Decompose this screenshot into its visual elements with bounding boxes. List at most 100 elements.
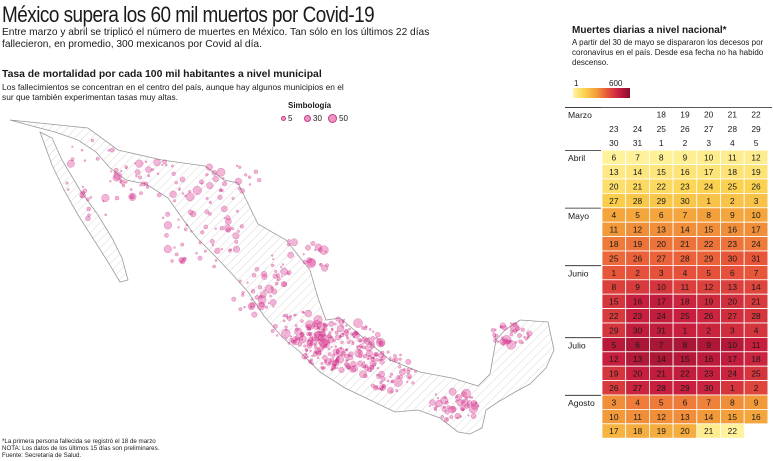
municipality-dot <box>434 393 438 396</box>
municipality-dot <box>114 195 120 201</box>
day-label: 16 <box>633 297 643 307</box>
municipality-dot <box>134 169 141 175</box>
municipality-dot <box>211 243 215 247</box>
day-label: 3 <box>730 325 735 335</box>
municipality-dot <box>297 342 302 347</box>
municipality-dot <box>398 362 401 365</box>
day-label: 20 <box>609 181 619 191</box>
municipality-dot <box>214 227 217 230</box>
municipality-dot <box>289 335 292 338</box>
municipality-dot <box>257 295 267 304</box>
municipality-dot <box>83 159 87 162</box>
municipality-dot <box>388 358 392 362</box>
municipality-dot <box>124 180 128 184</box>
day-label: 9 <box>706 340 711 350</box>
municipality-dot <box>334 330 339 335</box>
municipality-dot <box>371 383 376 388</box>
municipality-dot <box>223 217 226 220</box>
municipality-dot <box>306 258 316 269</box>
municipality-dot <box>209 238 215 244</box>
municipality-dot <box>180 261 183 264</box>
municipality-dot <box>86 197 90 202</box>
day-label: 19 <box>609 369 619 379</box>
municipality-dot <box>314 249 317 252</box>
municipality-dot <box>247 302 256 311</box>
municipality-dot <box>178 187 181 190</box>
municipality-dot <box>499 325 503 329</box>
municipality-dot <box>276 334 279 337</box>
mexico-map <box>9 119 555 435</box>
municipality-dot <box>339 335 342 338</box>
scale-min-label: 1 <box>574 79 579 88</box>
baja-california <box>39 131 129 283</box>
municipality-dot <box>468 404 478 414</box>
municipality-dot <box>85 215 91 222</box>
day-label: 5 <box>706 268 711 278</box>
municipality-dot <box>499 322 506 329</box>
municipality-dot <box>325 263 329 268</box>
month-label: Marzo <box>568 110 592 120</box>
month-label: Mayo <box>568 211 589 221</box>
municipality-dot <box>406 370 411 375</box>
day-label: 24 <box>704 181 714 191</box>
municipality-dot <box>281 263 285 266</box>
municipality-dot <box>332 360 338 366</box>
municipality-dot <box>174 180 179 185</box>
municipality-dot <box>302 259 307 265</box>
day-label: 3 <box>659 268 664 278</box>
day-label: 13 <box>633 354 643 364</box>
municipality-dot <box>360 326 365 330</box>
municipality-dot <box>351 365 359 373</box>
municipality-dot <box>275 273 280 278</box>
municipality-dot <box>222 177 225 180</box>
day-label: 9 <box>754 397 759 407</box>
municipality-dot <box>90 138 95 143</box>
day-label: 8 <box>659 153 664 163</box>
day-label: 30 <box>728 253 738 263</box>
day-label: 10 <box>704 153 714 163</box>
municipality-dot <box>327 352 332 356</box>
page-title: México supera los 60 mil muertos por Cov… <box>2 2 375 27</box>
municipality-dot <box>354 330 357 334</box>
day-label: 28 <box>657 383 667 393</box>
municipality-dot <box>140 181 146 187</box>
municipality-dot <box>66 159 75 168</box>
municipality-dot <box>340 340 344 344</box>
day-label: 27 <box>728 311 738 321</box>
municipality-dot <box>330 335 333 339</box>
municipality-dot <box>355 333 358 336</box>
municipality-dot <box>174 252 179 257</box>
municipality-dot <box>181 192 185 195</box>
municipality-dot <box>249 301 256 308</box>
municipality-dot <box>493 338 497 343</box>
municipality-dot <box>490 327 496 333</box>
municipality-dot <box>145 166 152 173</box>
municipality-dot <box>217 194 223 200</box>
day-label: 19 <box>657 426 667 436</box>
municipality-dot <box>320 362 324 365</box>
municipality-dot <box>280 267 288 276</box>
legend-dot-small <box>281 116 286 121</box>
day-label: 16 <box>680 167 690 177</box>
municipality-dot <box>349 339 352 342</box>
municipality-dot <box>333 367 336 370</box>
day-label: 21 <box>728 109 738 119</box>
municipality-dot <box>317 338 324 345</box>
municipality-dot <box>509 332 514 337</box>
municipality-dot <box>205 196 209 200</box>
municipality-dot <box>101 193 110 202</box>
municipality-dot <box>363 374 368 379</box>
day-label: 15 <box>609 297 619 307</box>
municipality-dot <box>238 279 242 283</box>
municipality-dot <box>361 336 368 343</box>
municipality-dot <box>461 408 465 412</box>
municipality-dot <box>239 188 245 194</box>
municipality-dot <box>389 356 392 359</box>
municipality-dot <box>292 340 297 344</box>
day-label: 12 <box>751 153 761 163</box>
day-label: 24 <box>657 311 667 321</box>
municipality-dot <box>218 188 223 193</box>
municipality-dot <box>305 320 315 331</box>
municipality-dot <box>309 361 312 364</box>
day-label: 12 <box>609 354 619 364</box>
